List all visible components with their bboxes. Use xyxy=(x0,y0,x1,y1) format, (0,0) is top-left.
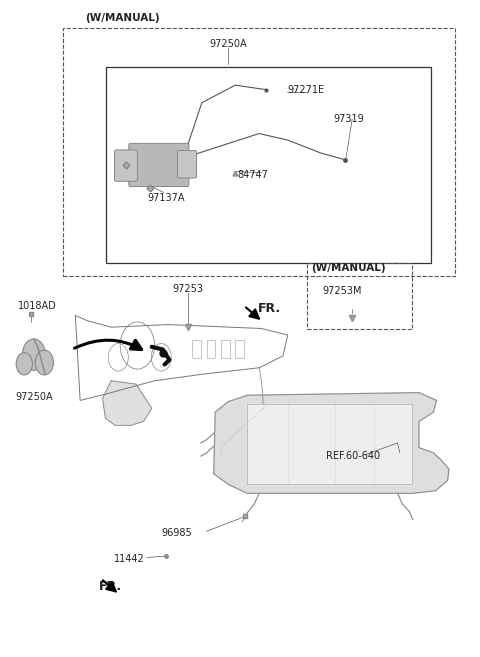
Text: 97250A: 97250A xyxy=(209,39,247,49)
Polygon shape xyxy=(214,393,449,493)
Text: 96985: 96985 xyxy=(162,528,192,537)
Circle shape xyxy=(23,339,45,371)
Text: 97250A: 97250A xyxy=(16,392,53,402)
Circle shape xyxy=(35,350,53,375)
Text: (W/MANUAL): (W/MANUAL) xyxy=(85,12,159,23)
FancyBboxPatch shape xyxy=(129,143,189,187)
Text: FR.: FR. xyxy=(98,580,122,593)
Text: 1018AD: 1018AD xyxy=(18,301,57,311)
Circle shape xyxy=(16,353,33,375)
Text: REF.60-640: REF.60-640 xyxy=(326,451,380,461)
Text: 97319: 97319 xyxy=(333,114,364,124)
Text: 97137A: 97137A xyxy=(147,193,184,202)
Text: 97253M: 97253M xyxy=(322,286,361,296)
Polygon shape xyxy=(247,404,412,484)
FancyBboxPatch shape xyxy=(115,150,137,181)
Bar xyxy=(235,340,244,358)
Bar xyxy=(221,340,229,358)
Bar xyxy=(192,340,201,358)
Text: 97271E: 97271E xyxy=(288,85,325,95)
Text: (W/MANUAL): (W/MANUAL) xyxy=(311,263,385,273)
Text: 11442: 11442 xyxy=(114,554,144,564)
Text: 97137A: 97137A xyxy=(118,156,156,167)
Polygon shape xyxy=(103,381,152,425)
Text: FR.: FR. xyxy=(258,302,281,315)
Text: 84747: 84747 xyxy=(238,170,268,180)
FancyBboxPatch shape xyxy=(178,150,197,178)
Text: 97253: 97253 xyxy=(172,284,203,294)
Bar xyxy=(206,340,215,358)
